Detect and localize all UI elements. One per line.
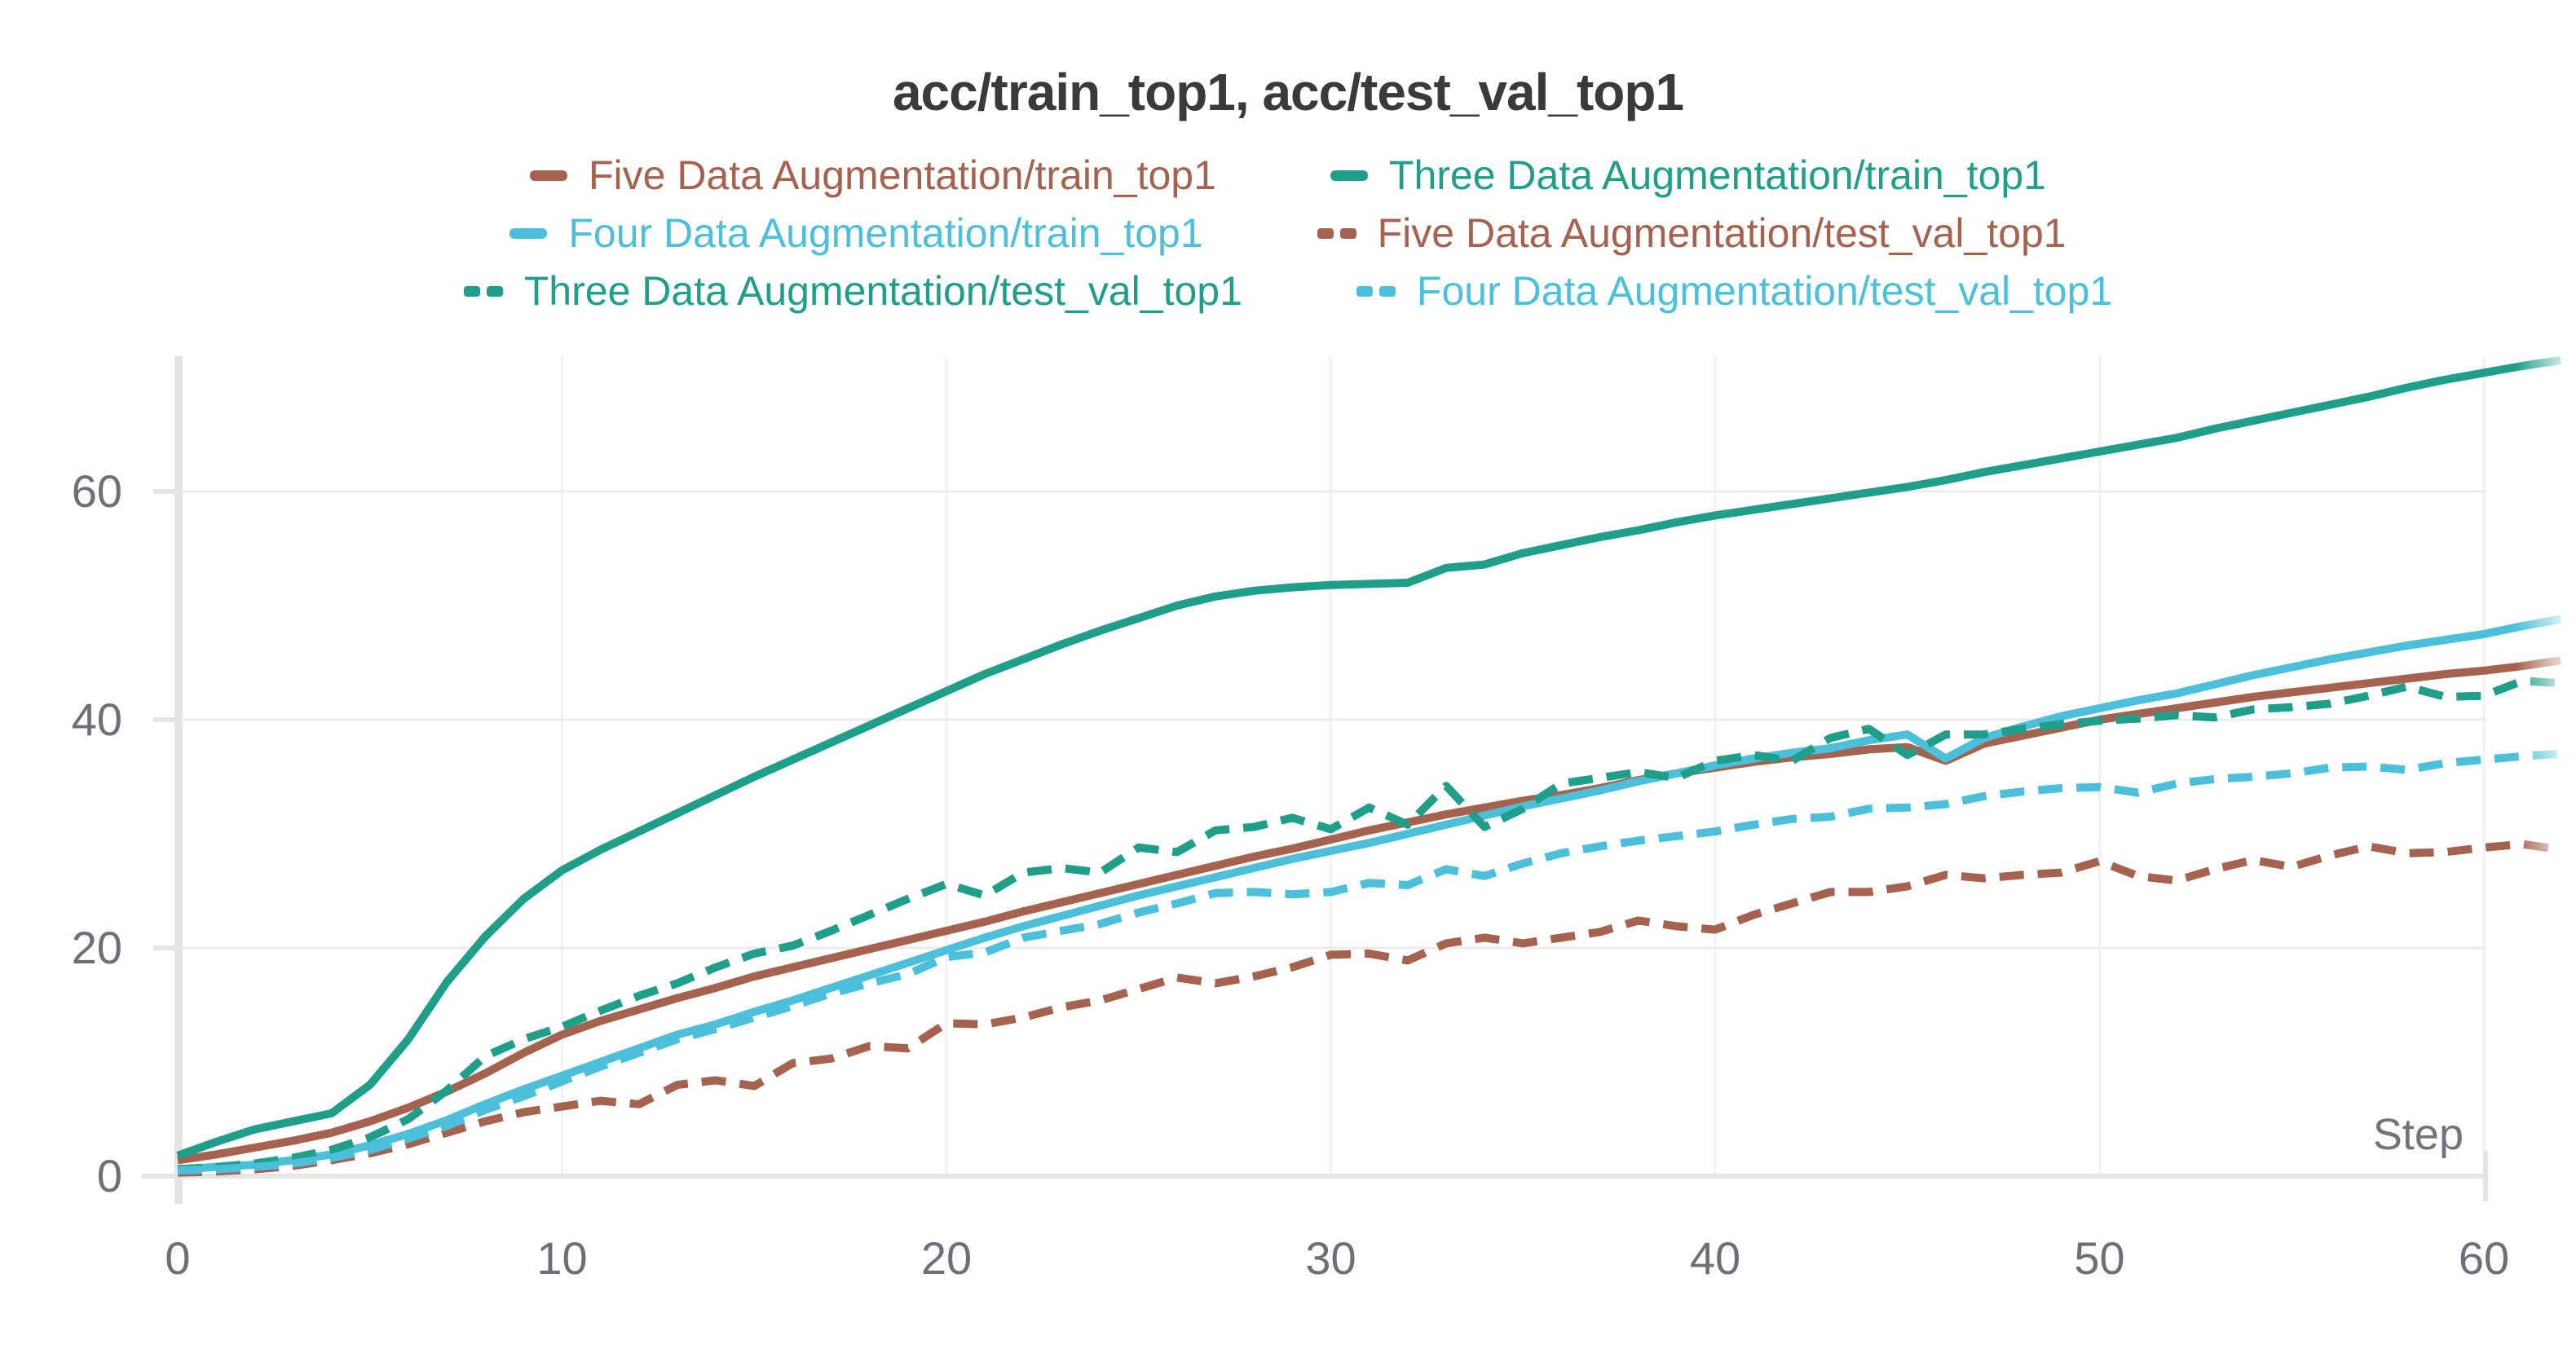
chart-title: acc/train_top1, acc/test_val_top1 bbox=[892, 63, 1684, 121]
y-axis-tick bbox=[153, 945, 174, 950]
legend-entry-label: Four Data Augmentation/test_val_top1 bbox=[1416, 268, 2113, 314]
line-fade-overlay bbox=[2515, 342, 2576, 1194]
series-line-5[interactable] bbox=[177, 750, 2561, 1175]
legend-entry[interactable]: Five Data Augmentation/train_top1 bbox=[529, 152, 1216, 199]
series-line-0[interactable] bbox=[177, 656, 2562, 1165]
x-tick-label: 50 bbox=[2074, 1232, 2124, 1284]
legend-solid-line-icon bbox=[1330, 170, 1368, 181]
x-axis-end-tick bbox=[2483, 1151, 2488, 1201]
x-axis-line bbox=[142, 1174, 2486, 1179]
y-tick-label: 60 bbox=[72, 465, 122, 517]
y-axis-line bbox=[174, 356, 183, 1204]
legend-entry-label: Five Data Augmentation/test_val_top1 bbox=[1377, 210, 2067, 256]
legend-entry[interactable]: Five Data Augmentation/test_val_top1 bbox=[1317, 209, 2067, 257]
legend-solid-line-icon bbox=[509, 227, 548, 239]
series-line-4[interactable] bbox=[177, 676, 2561, 1174]
legend-entry-label: Four Data Augmentation/train_top1 bbox=[568, 210, 1203, 256]
x-tick-label: 10 bbox=[536, 1232, 587, 1284]
legend-row: Three Data Augmentation/test_val_top1 Fou… bbox=[463, 267, 2112, 315]
legend-row: Five Data Augmentation/train_top1 Three D… bbox=[529, 152, 2046, 199]
x-tick-label: 60 bbox=[2459, 1232, 2509, 1284]
legend-entry[interactable]: Four Data Augmentation/test_val_top1 bbox=[1356, 267, 2112, 315]
legend-entry-label: Three Data Augmentation/train_top1 bbox=[1388, 152, 2046, 198]
y-axis-tick bbox=[153, 489, 174, 494]
x-tick-label: 30 bbox=[1305, 1232, 1356, 1284]
legend-row: Four Data Augmentation/train_top1 Five Da… bbox=[509, 209, 2067, 257]
x-tick-label: 40 bbox=[1690, 1232, 1740, 1284]
x-axis-title: Step bbox=[2373, 1110, 2464, 1159]
legend-entry[interactable]: Three Data Augmentation/train_top1 bbox=[1330, 152, 2046, 199]
series-line-3[interactable] bbox=[177, 840, 2562, 1177]
legend-entry[interactable]: Four Data Augmentation/train_top1 bbox=[509, 209, 1203, 257]
chart-legend: Five Data Augmentation/train_top1 Three D… bbox=[0, 152, 2576, 315]
legend-solid-line-icon bbox=[529, 170, 567, 181]
series-line-1[interactable] bbox=[177, 615, 2562, 1174]
series-line-2[interactable] bbox=[176, 356, 2562, 1160]
legend-dashed-line-icon bbox=[463, 285, 503, 297]
legend-dashed-line-icon bbox=[1356, 285, 1396, 297]
legend-entry[interactable]: Three Data Augmentation/test_val_top1 bbox=[463, 267, 1242, 315]
legend-entry-label: Three Data Augmentation/test_val_top1 bbox=[523, 268, 1242, 314]
y-tick-label: 20 bbox=[72, 922, 122, 973]
legend-entry-label: Five Data Augmentation/train_top1 bbox=[588, 152, 1216, 198]
x-tick-label: 20 bbox=[921, 1232, 972, 1284]
legend-dashed-line-icon bbox=[1317, 227, 1356, 239]
y-axis-tick bbox=[153, 717, 174, 722]
y-tick-label: 40 bbox=[72, 694, 122, 745]
x-tick-label: 0 bbox=[165, 1232, 190, 1284]
y-tick-label: 0 bbox=[97, 1150, 122, 1201]
